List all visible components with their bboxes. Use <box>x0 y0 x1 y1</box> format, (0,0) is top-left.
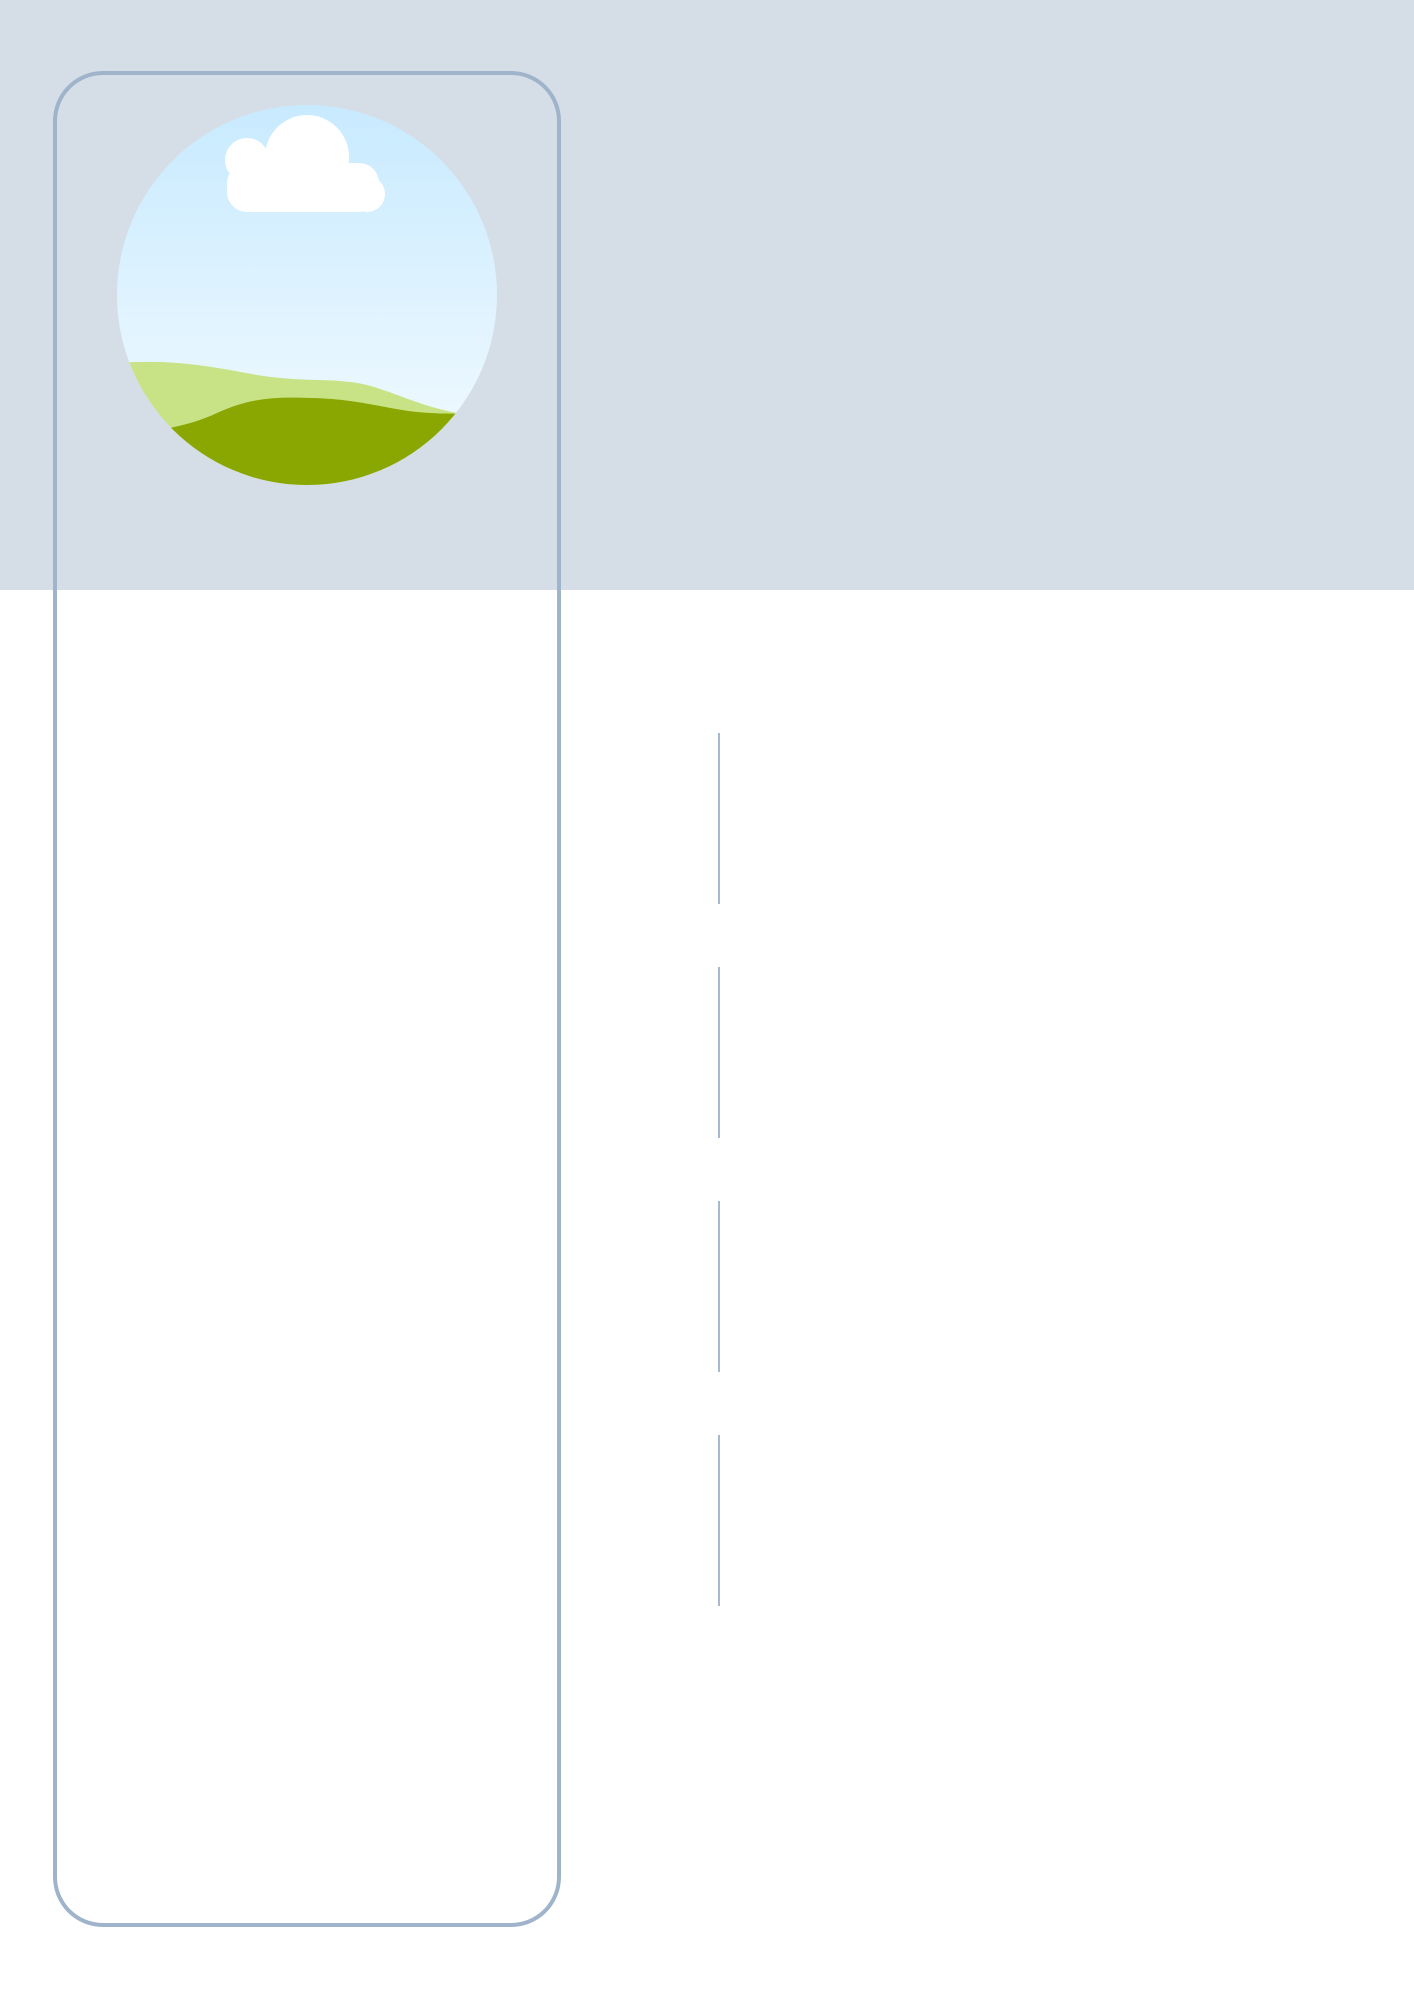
landscape-placeholder-icon <box>117 105 497 485</box>
divider <box>718 1435 720 1606</box>
sidebar-card <box>53 71 561 1927</box>
cloud-icon <box>225 115 385 212</box>
divider <box>718 967 720 1138</box>
avatar <box>117 105 497 485</box>
divider <box>718 733 720 904</box>
divider <box>718 1201 720 1372</box>
